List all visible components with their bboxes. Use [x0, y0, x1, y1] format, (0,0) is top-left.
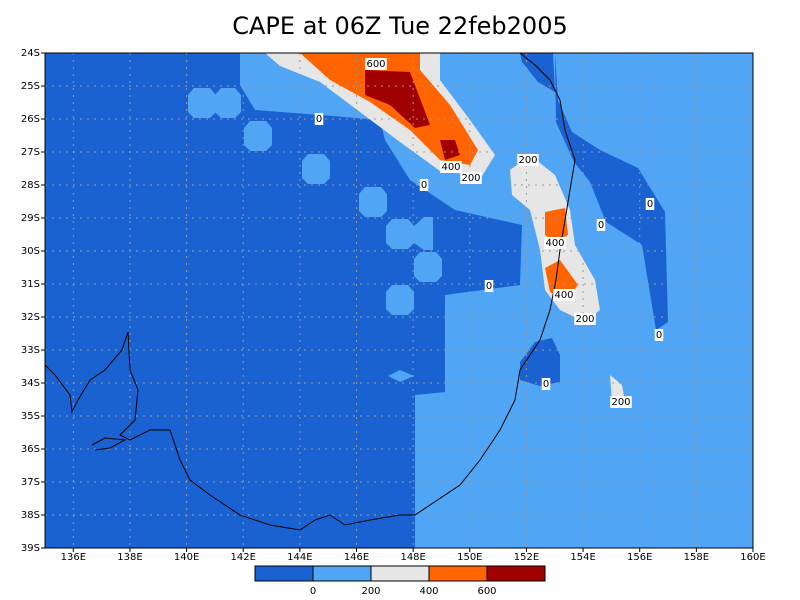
x-tick-label: 146E — [344, 552, 369, 563]
x-tick-label: 144E — [287, 552, 312, 563]
colorbar-box — [370, 565, 430, 582]
map-fill — [45, 53, 753, 548]
x-tick-label: 160E — [740, 552, 765, 563]
fill-orange — [300, 53, 478, 165]
y-tick-label: 29S — [21, 213, 40, 224]
contour-label-bg — [484, 280, 494, 292]
contour-label: 400 — [545, 238, 564, 249]
contour-label-bg — [460, 172, 482, 184]
y-tick-label: 38S — [21, 510, 40, 521]
contour-label-bg — [440, 161, 462, 173]
y-tick-label: 26S — [21, 114, 40, 125]
x-tick-label: 142E — [231, 552, 256, 563]
contour-label: 200 — [461, 173, 480, 184]
x-tick-label: 138E — [117, 552, 142, 563]
contour-label: 600 — [366, 59, 385, 70]
contour-label-bg — [314, 113, 324, 125]
y-tick-label: 35S — [21, 411, 40, 422]
contour-label: 0 — [543, 379, 549, 390]
colorbar-box — [254, 565, 314, 582]
x-tick-label: 158E — [684, 552, 709, 563]
contour-label-bg — [654, 329, 664, 341]
map-frame — [44, 52, 754, 549]
y-tick-label: 32S — [21, 312, 40, 323]
colorbar: 0 200 400 600 — [254, 565, 546, 597]
fill-dark-blue — [520, 53, 555, 92]
contour-label-bg — [645, 198, 655, 210]
y-tick-label: 25S — [21, 81, 40, 92]
colorbar-label: 400 — [419, 586, 438, 597]
y-tick-label: 37S — [21, 477, 40, 488]
colorbar-box — [486, 565, 546, 582]
contour-label: 0 — [656, 330, 662, 341]
contour-label-bg — [419, 179, 429, 191]
y-tick-label: 24S — [21, 48, 40, 59]
coastline — [44, 52, 576, 531]
y-tick-label: 33S — [21, 345, 40, 356]
colorbar-label: 200 — [361, 586, 380, 597]
y-tick-label: 31S — [21, 279, 40, 290]
contour-label: 200 — [611, 397, 630, 408]
contour-label: 200 — [575, 314, 594, 325]
colorbar-label: 0 — [310, 586, 316, 597]
colorbar-box — [312, 565, 372, 582]
x-tick-label: 150E — [457, 552, 482, 563]
contour-label: 0 — [421, 180, 427, 191]
y-tick-label: 27S — [21, 147, 40, 158]
colorbar-label: 600 — [477, 586, 496, 597]
fill-gray — [610, 375, 625, 402]
title: CAPE at 06Z Tue 22feb2005 — [232, 12, 567, 40]
coastline-line — [44, 52, 576, 531]
contour-label-bg — [574, 313, 596, 325]
contour-label: 400 — [554, 290, 573, 301]
x-tick-label: 140E — [174, 552, 199, 563]
contour-label: 0 — [598, 220, 604, 231]
y-tick-label: 30S — [21, 246, 40, 257]
contour-label: 0 — [316, 114, 322, 125]
colorbar-box — [428, 565, 488, 582]
y-tick-label: 39S — [21, 543, 40, 554]
contour-label-bg — [553, 289, 575, 301]
x-tick-label: 136E — [61, 552, 86, 563]
y-tick-label: 34S — [21, 378, 40, 389]
x-tick-label: 148E — [400, 552, 425, 563]
x-tick-label: 156E — [627, 552, 652, 563]
contour-label-bg — [596, 219, 606, 231]
contour-label-bg — [544, 237, 566, 249]
fill-dark-red — [365, 70, 430, 128]
contour-label: 200 — [518, 155, 537, 166]
y-tick-label: 28S — [21, 180, 40, 191]
contour-label-bg — [541, 378, 551, 390]
contour-label: 0 — [486, 281, 492, 292]
contour-label-bg — [517, 154, 539, 166]
coastline-line — [91, 437, 127, 451]
x-tick-label: 154E — [570, 552, 595, 563]
y-tick-label: 36S — [21, 444, 40, 455]
x-tick-label: 152E — [514, 552, 539, 563]
fill-dark-red — [440, 140, 460, 160]
contour-label-bg — [610, 396, 632, 408]
fill-dark-blue — [555, 53, 668, 330]
axes: 136E 138E 140E 142E 144E 146E 148E 150E 152E 154E… — [21, 48, 766, 563]
contour-label: 400 — [441, 162, 460, 173]
fill-light-blue — [188, 88, 442, 382]
contour-label-bg — [365, 58, 387, 70]
contour-label: 0 — [647, 199, 653, 210]
